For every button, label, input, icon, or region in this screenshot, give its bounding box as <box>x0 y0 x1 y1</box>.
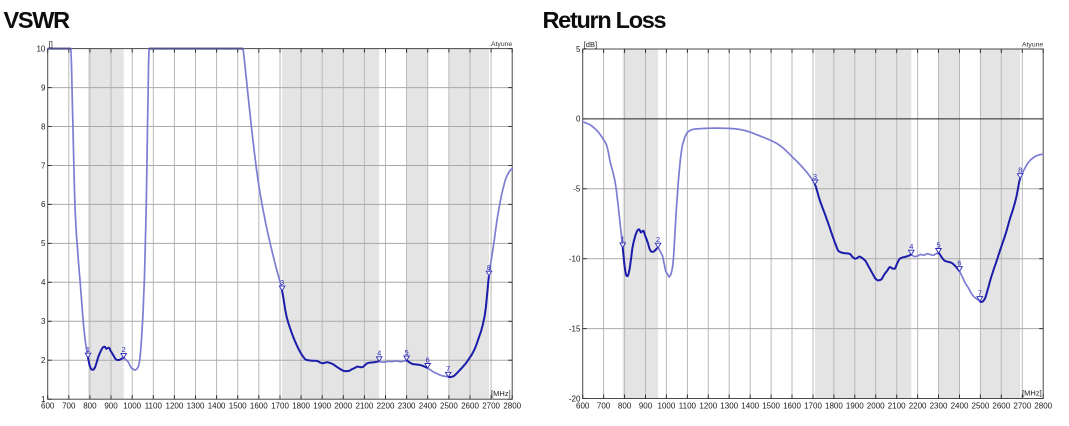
svg-text:1100: 1100 <box>679 401 697 410</box>
svg-text:700: 700 <box>62 401 76 410</box>
svg-text:-5: -5 <box>573 185 581 194</box>
svg-text:1300: 1300 <box>720 401 738 410</box>
svg-text:5: 5 <box>405 348 409 357</box>
svg-text:2: 2 <box>656 235 660 244</box>
svg-text:8: 8 <box>487 263 491 272</box>
svg-text:1000: 1000 <box>123 401 141 410</box>
svg-text:[MHz]: [MHz] <box>491 389 511 398</box>
svg-text:[MHz]: [MHz] <box>1022 389 1042 398</box>
svg-text:5: 5 <box>576 45 581 54</box>
svg-text:900: 900 <box>639 401 653 410</box>
svg-text:6: 6 <box>957 259 961 268</box>
svg-text:6: 6 <box>41 200 46 209</box>
svg-text:1200: 1200 <box>699 401 717 410</box>
svg-text:2000: 2000 <box>334 401 352 410</box>
svg-text:1800: 1800 <box>292 401 310 410</box>
svg-text:2: 2 <box>122 345 126 354</box>
svg-text:1900: 1900 <box>846 401 864 410</box>
svg-text:5: 5 <box>936 240 940 249</box>
svg-text:600: 600 <box>41 401 55 410</box>
svg-text:8: 8 <box>1018 166 1022 175</box>
svg-text:2500: 2500 <box>972 401 990 410</box>
svg-text:2500: 2500 <box>440 401 458 410</box>
svg-text:2200: 2200 <box>377 401 395 410</box>
svg-text:900: 900 <box>104 401 118 410</box>
svg-text:4: 4 <box>909 242 913 251</box>
svg-text:600: 600 <box>576 401 590 410</box>
svg-text:[dB]: [dB] <box>584 40 597 49</box>
svg-text:4: 4 <box>41 278 46 287</box>
svg-text:2400: 2400 <box>951 401 969 410</box>
svg-text:1200: 1200 <box>166 401 184 410</box>
svg-text:2700: 2700 <box>1013 401 1031 410</box>
svg-text:1: 1 <box>86 345 90 354</box>
svg-text:1800: 1800 <box>825 401 843 410</box>
svg-text:1: 1 <box>41 395 46 404</box>
svg-text:3: 3 <box>280 278 284 287</box>
svg-text:3: 3 <box>813 172 817 181</box>
svg-text:2300: 2300 <box>398 401 416 410</box>
svg-text:2800: 2800 <box>503 401 521 410</box>
svg-text:1600: 1600 <box>783 401 801 410</box>
svg-text:1900: 1900 <box>313 401 331 410</box>
svg-text:7: 7 <box>41 161 46 170</box>
svg-text:-10: -10 <box>569 255 581 264</box>
svg-text:3: 3 <box>41 317 46 326</box>
svg-text:9: 9 <box>41 83 46 92</box>
svg-text:1500: 1500 <box>762 401 780 410</box>
svg-text:2400: 2400 <box>419 401 437 410</box>
svg-text:8: 8 <box>41 122 46 131</box>
svg-text:Atyune: Atyune <box>1022 42 1043 49</box>
svg-text:7: 7 <box>446 364 450 373</box>
svg-text:1300: 1300 <box>187 401 205 410</box>
svg-text:2600: 2600 <box>461 401 479 410</box>
svg-text:1: 1 <box>621 235 625 244</box>
svg-text:1700: 1700 <box>804 401 822 410</box>
svg-text:1600: 1600 <box>250 401 268 410</box>
svg-text:2000: 2000 <box>867 401 885 410</box>
svg-text:700: 700 <box>597 401 611 410</box>
svg-text:1000: 1000 <box>658 401 676 410</box>
svg-text:2: 2 <box>41 356 46 365</box>
svg-text:2700: 2700 <box>482 401 500 410</box>
svg-text:800: 800 <box>618 401 632 410</box>
svg-text:[]: [] <box>49 40 53 49</box>
svg-text:1400: 1400 <box>208 401 226 410</box>
svg-text:-20: -20 <box>569 394 581 403</box>
svg-text:1400: 1400 <box>741 401 759 410</box>
svg-text:7: 7 <box>978 288 982 297</box>
svg-text:2100: 2100 <box>356 401 374 410</box>
svg-text:1500: 1500 <box>229 401 247 410</box>
svg-text:0: 0 <box>576 115 581 124</box>
svg-text:2100: 2100 <box>888 401 906 410</box>
svg-text:2200: 2200 <box>909 401 927 410</box>
svg-text:10: 10 <box>36 44 45 53</box>
svg-text:1700: 1700 <box>271 401 289 410</box>
svg-text:1100: 1100 <box>145 401 163 410</box>
svg-text:5: 5 <box>41 239 46 248</box>
svg-text:800: 800 <box>83 401 97 410</box>
svg-text:6: 6 <box>426 355 430 364</box>
svg-text:2300: 2300 <box>930 401 948 410</box>
svg-text:-15: -15 <box>569 324 581 333</box>
svg-text:4: 4 <box>377 349 381 358</box>
svg-text:2600: 2600 <box>992 401 1010 410</box>
svg-text:2800: 2800 <box>1034 401 1052 410</box>
svg-text:Atyune: Atyune <box>491 41 512 48</box>
